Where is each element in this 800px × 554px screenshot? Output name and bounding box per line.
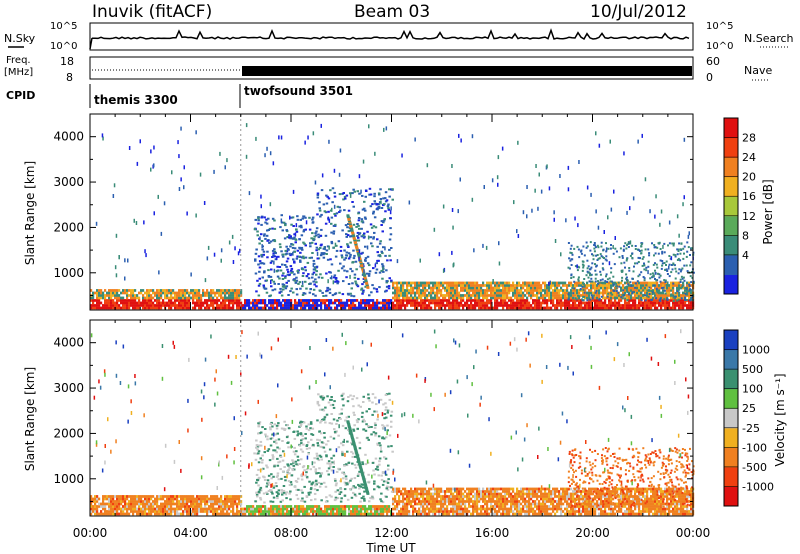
time-tick-label: 12:00 bbox=[374, 526, 409, 540]
station-title: Inuvik (fitACF) bbox=[92, 2, 212, 22]
colorbar-swatch bbox=[724, 137, 738, 158]
colorbar-swatch bbox=[724, 486, 738, 507]
time-tick-label: 08:00 bbox=[274, 526, 309, 540]
nsearch-label: N.Search bbox=[744, 32, 794, 45]
colorbar-tick: 100 bbox=[742, 383, 763, 396]
colorbar-swatch bbox=[724, 349, 738, 370]
time-axis-title: Time UT bbox=[365, 541, 416, 554]
colorbar-swatch bbox=[724, 118, 738, 139]
colorbar-tick: 24 bbox=[742, 151, 756, 164]
colorbar-tick: 8 bbox=[742, 229, 749, 242]
time-tick-label: 20:00 bbox=[575, 526, 610, 540]
nave-tick-bottom: 0 bbox=[706, 71, 713, 84]
power-colorbar-label: Power [dB] bbox=[761, 179, 775, 244]
time-axis: 00:00 04:00 08:00 12:00 16:00 20:00 00:00 bbox=[73, 526, 711, 540]
colorbar-tick: 25 bbox=[742, 402, 756, 415]
freq-series-block bbox=[242, 66, 692, 76]
colorbar-swatch bbox=[724, 427, 738, 448]
colorbar-tick: -25 bbox=[742, 422, 760, 435]
colorbar-tick: 4 bbox=[742, 249, 749, 262]
date-title: 10/Jul/2012 bbox=[590, 2, 687, 22]
ytick-label: 2000 bbox=[53, 426, 84, 440]
colorbar-swatch bbox=[724, 215, 738, 236]
colorbar-tick: 12 bbox=[742, 210, 756, 223]
power-ylabel: Slant Range [km] bbox=[23, 161, 37, 265]
nsky-label: N.Sky bbox=[4, 32, 36, 45]
cpid-label: CPID bbox=[6, 89, 35, 102]
velocity-colorbar: 1000 500 100 25 -25 -100 -500 -1000 bbox=[723, 329, 774, 507]
ytick-label: 4000 bbox=[53, 336, 84, 350]
nave-label: Nave bbox=[744, 64, 772, 77]
colorbar-tick: 1000 bbox=[742, 344, 770, 357]
colorbar-swatch bbox=[724, 447, 738, 468]
cpid-segment-themis: themis 3300 bbox=[94, 93, 178, 107]
nsearch-tick-bottom: 10^0 bbox=[706, 41, 733, 52]
colorbar-swatch bbox=[724, 176, 738, 197]
colorbar-swatch bbox=[724, 254, 738, 275]
time-tick-label: 16:00 bbox=[475, 526, 510, 540]
time-tick-label: 04:00 bbox=[173, 526, 208, 540]
cpid-segment-twofsound: twofsound 3501 bbox=[244, 84, 353, 98]
freq-unit: [MHz] bbox=[4, 67, 33, 78]
nsky-series bbox=[89, 28, 690, 50]
colorbar-tick: -100 bbox=[742, 441, 767, 454]
ytick-label: 4000 bbox=[53, 130, 84, 144]
ytick-label: 1000 bbox=[53, 472, 84, 486]
freq-label: Freq. bbox=[6, 55, 31, 66]
nsky-tick-top: 10^5 bbox=[50, 21, 77, 32]
beam-title: Beam 03 bbox=[354, 2, 430, 22]
colorbar-swatch bbox=[724, 157, 738, 178]
colorbar-swatch bbox=[724, 274, 738, 295]
colorbar-tick: 28 bbox=[742, 132, 756, 145]
velocity-panel: 1000 2000 3000 4000 Slant Range [km] bbox=[23, 319, 695, 517]
colorbar-tick: -1000 bbox=[742, 480, 774, 493]
velocity-colorbar-label: Velocity [m s⁻¹] bbox=[773, 373, 787, 466]
colorbar-swatch bbox=[724, 408, 738, 429]
colorbar-tick: -500 bbox=[742, 461, 767, 474]
ytick-label: 2000 bbox=[53, 220, 84, 234]
nave-tick-top: 60 bbox=[706, 55, 720, 68]
colorbar-tick: 500 bbox=[742, 363, 763, 376]
colorbar-swatch bbox=[724, 466, 738, 487]
colorbar-tick: 20 bbox=[742, 171, 756, 184]
ytick-label: 3000 bbox=[53, 175, 84, 189]
freq-panel: Freq. [MHz] 18 8 60 0 Nave bbox=[4, 55, 772, 84]
power-colorbar: 28 24 20 16 12 8 4 bbox=[723, 117, 756, 295]
time-tick-label: 00:00 bbox=[73, 526, 108, 540]
nsearch-tick-top: 10^5 bbox=[706, 21, 733, 32]
colorbar-swatch bbox=[724, 196, 738, 217]
freq-tick-bottom: 8 bbox=[66, 71, 73, 84]
freq-tick-top: 18 bbox=[60, 55, 74, 68]
ytick-label: 3000 bbox=[53, 381, 84, 395]
velocity-ylabel: Slant Range [km] bbox=[23, 367, 37, 471]
power-panel: 1000 2000 3000 4000 Slant Range [km] bbox=[23, 113, 695, 311]
colorbar-swatch bbox=[724, 388, 738, 409]
colorbar-swatch bbox=[724, 330, 738, 351]
time-tick-label: 00:00 bbox=[676, 526, 711, 540]
colorbar-swatch bbox=[724, 235, 738, 256]
ytick-label: 1000 bbox=[53, 266, 84, 280]
cpid-row: CPID themis 3300 twofsound 3501 bbox=[6, 84, 353, 108]
nsky-panel: N.Sky 10^5 10^0 10^5 10^0 N.Search bbox=[4, 21, 794, 52]
colorbar-tick: 16 bbox=[742, 190, 756, 203]
colorbar-swatch bbox=[724, 369, 738, 390]
nsky-tick-bottom: 10^0 bbox=[50, 41, 77, 52]
